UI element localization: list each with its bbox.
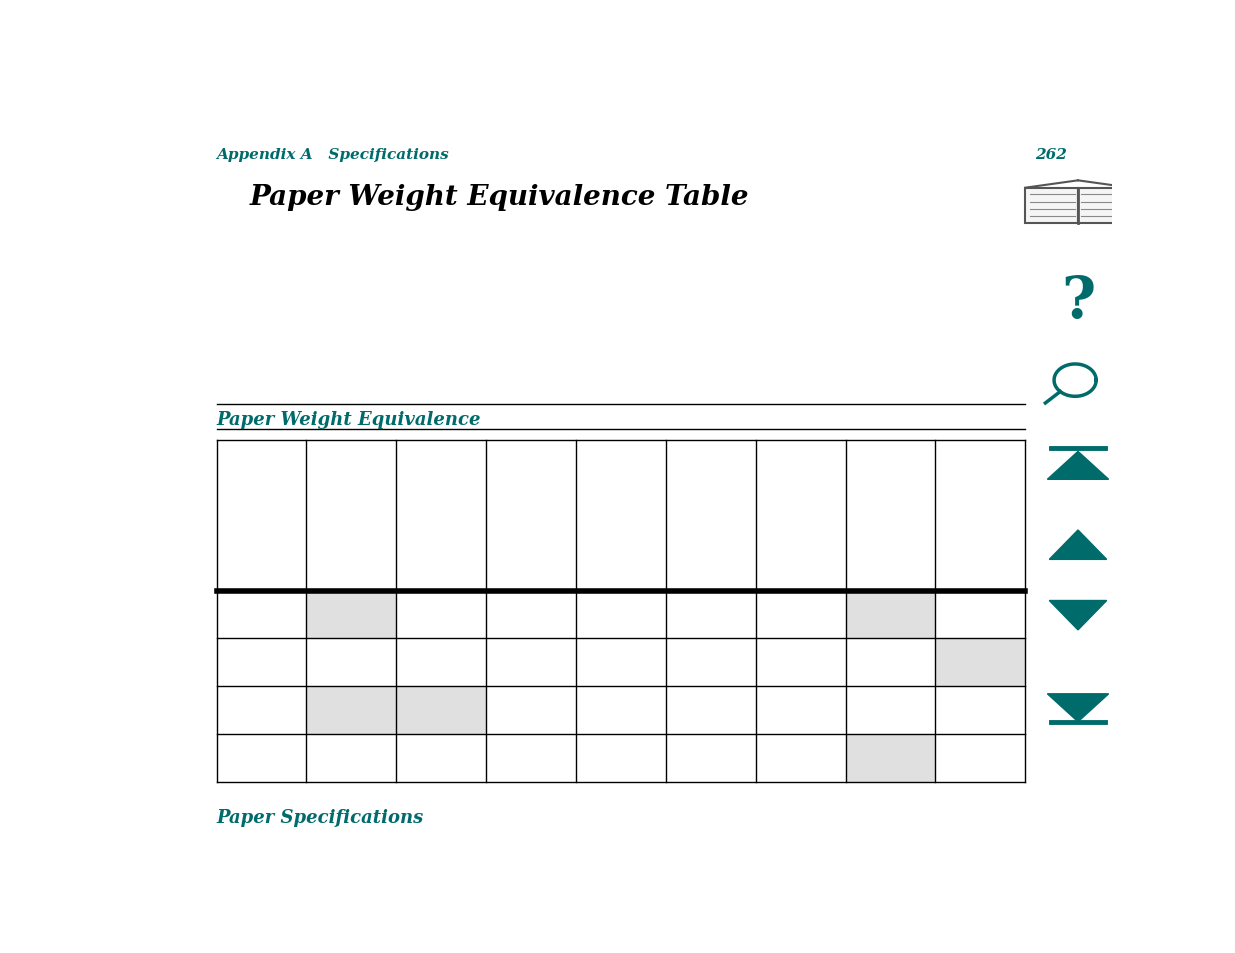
Polygon shape xyxy=(1050,531,1107,559)
Bar xyxy=(1025,189,1078,224)
Polygon shape xyxy=(1047,694,1109,722)
Polygon shape xyxy=(1050,601,1107,630)
Bar xyxy=(306,591,396,639)
Bar xyxy=(846,735,935,782)
Bar xyxy=(396,686,487,735)
Bar xyxy=(846,591,935,639)
Bar xyxy=(306,686,396,735)
Bar xyxy=(935,639,1025,686)
Text: Paper Specifications: Paper Specifications xyxy=(216,808,424,826)
Text: 262: 262 xyxy=(1035,148,1067,161)
Polygon shape xyxy=(1047,452,1109,479)
Bar xyxy=(1078,189,1131,224)
Text: Paper Weight Equivalence Table: Paper Weight Equivalence Table xyxy=(249,184,748,211)
Text: Appendix A   Specifications: Appendix A Specifications xyxy=(216,148,450,161)
Text: ?: ? xyxy=(1061,274,1095,330)
Text: Paper Weight Equivalence: Paper Weight Equivalence xyxy=(216,410,482,428)
